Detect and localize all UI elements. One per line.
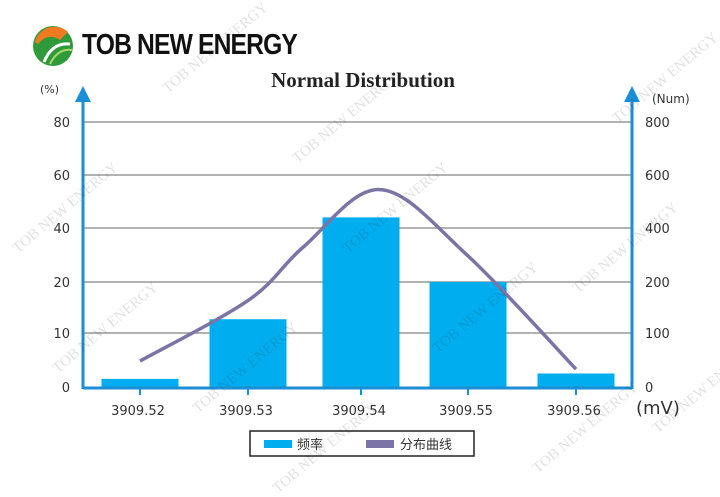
bar-3909.54 bbox=[322, 217, 400, 387]
x-tick-label: 3909.54 bbox=[332, 404, 386, 419]
y2-tick-label: 0 bbox=[645, 381, 653, 396]
x-tick-label: 3909.56 bbox=[547, 404, 601, 419]
bar-3909.55 bbox=[429, 282, 507, 387]
bar-3909.52 bbox=[101, 378, 179, 387]
y-tick-label: 10 bbox=[53, 327, 70, 342]
y2-tick-label: 100 bbox=[645, 327, 670, 342]
bar-3909.56 bbox=[537, 373, 615, 387]
x-tick-label: 3909.52 bbox=[111, 404, 165, 419]
y2-tick-label: 400 bbox=[645, 222, 670, 237]
tob-logo-icon bbox=[33, 26, 73, 66]
y-tick-label: 20 bbox=[53, 276, 70, 291]
y-axis-right-arrow-icon bbox=[624, 86, 640, 102]
x-tick-label: 3909.53 bbox=[219, 404, 273, 419]
legend-bar-swatch bbox=[264, 440, 292, 448]
y-tick-label: 60 bbox=[53, 169, 70, 184]
x-axis-label: (mV) bbox=[636, 398, 680, 419]
bar-3909.53 bbox=[209, 319, 287, 387]
legend-line-swatch bbox=[366, 440, 394, 448]
legend-bar-label: 频率 bbox=[297, 437, 323, 453]
y-tick-label: 40 bbox=[53, 222, 70, 237]
chart-title: Normal Distribution bbox=[271, 68, 455, 92]
distribution-curve bbox=[139, 187, 578, 371]
y-axis-left-arrow-icon bbox=[75, 86, 91, 102]
x-tick-label: 3909.55 bbox=[439, 404, 493, 419]
y2-tick-label: 600 bbox=[645, 169, 670, 184]
y-axis-label: (%) bbox=[40, 83, 59, 96]
y2-tick-label: 200 bbox=[645, 276, 670, 291]
normal-distribution-chart: Normal Distribution010204060800100200400… bbox=[40, 68, 690, 457]
y-tick-label: 0 bbox=[62, 381, 70, 396]
y2-tick-label: 800 bbox=[645, 116, 670, 131]
y2-axis-label: (Num) bbox=[652, 92, 690, 106]
legend-line-label: 分布曲线 bbox=[400, 438, 452, 453]
y-tick-label: 80 bbox=[53, 116, 70, 131]
brand-name: TOB NEW ENERGY bbox=[82, 28, 298, 61]
logo: TOB NEW ENERGY bbox=[30, 22, 335, 68]
